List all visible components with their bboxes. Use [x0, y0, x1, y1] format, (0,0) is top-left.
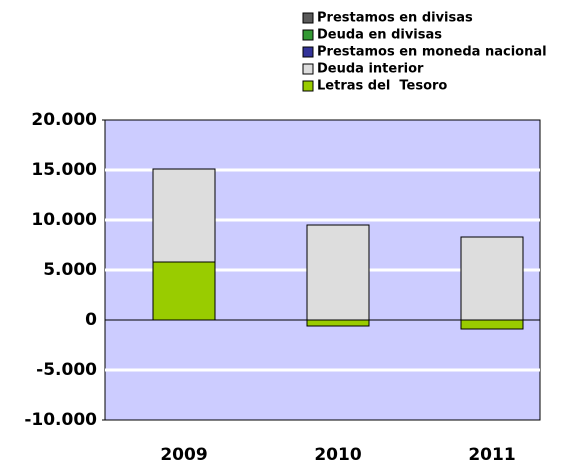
y-tick-label: 20.000 — [31, 110, 97, 130]
y-tick-label: 0 — [85, 310, 97, 330]
x-tick-label: 2009 — [160, 445, 207, 465]
y-tick-label: 10.000 — [31, 210, 97, 230]
bar-segment — [306, 319, 370, 327]
legend-label: Letras del Tesoro — [317, 79, 447, 94]
bar-segment — [460, 319, 524, 330]
y-tick-label: -5.000 — [36, 360, 97, 380]
legend-swatch — [302, 29, 314, 41]
legend-label: Prestamos en moneda nacional — [317, 45, 547, 60]
legend-swatch — [302, 80, 314, 92]
y-tick-label: -10.000 — [24, 410, 97, 430]
x-tick-label: 2011 — [468, 445, 515, 465]
legend-swatch — [302, 46, 314, 58]
y-tick-label: 15.000 — [31, 160, 97, 180]
legend-swatch — [302, 12, 314, 24]
bar-segment — [152, 261, 216, 321]
bar-segment — [152, 168, 216, 263]
legend-label: Deuda interior — [317, 62, 424, 77]
y-tick-label: 5.000 — [43, 260, 97, 280]
x-tick-label: 2010 — [314, 445, 361, 465]
legend-label: Prestamos en divisas — [317, 11, 473, 26]
legend-label: Deuda en divisas — [317, 28, 442, 43]
legend-swatch — [302, 63, 314, 75]
bar-segment — [460, 236, 524, 321]
bar-segment — [306, 224, 370, 321]
